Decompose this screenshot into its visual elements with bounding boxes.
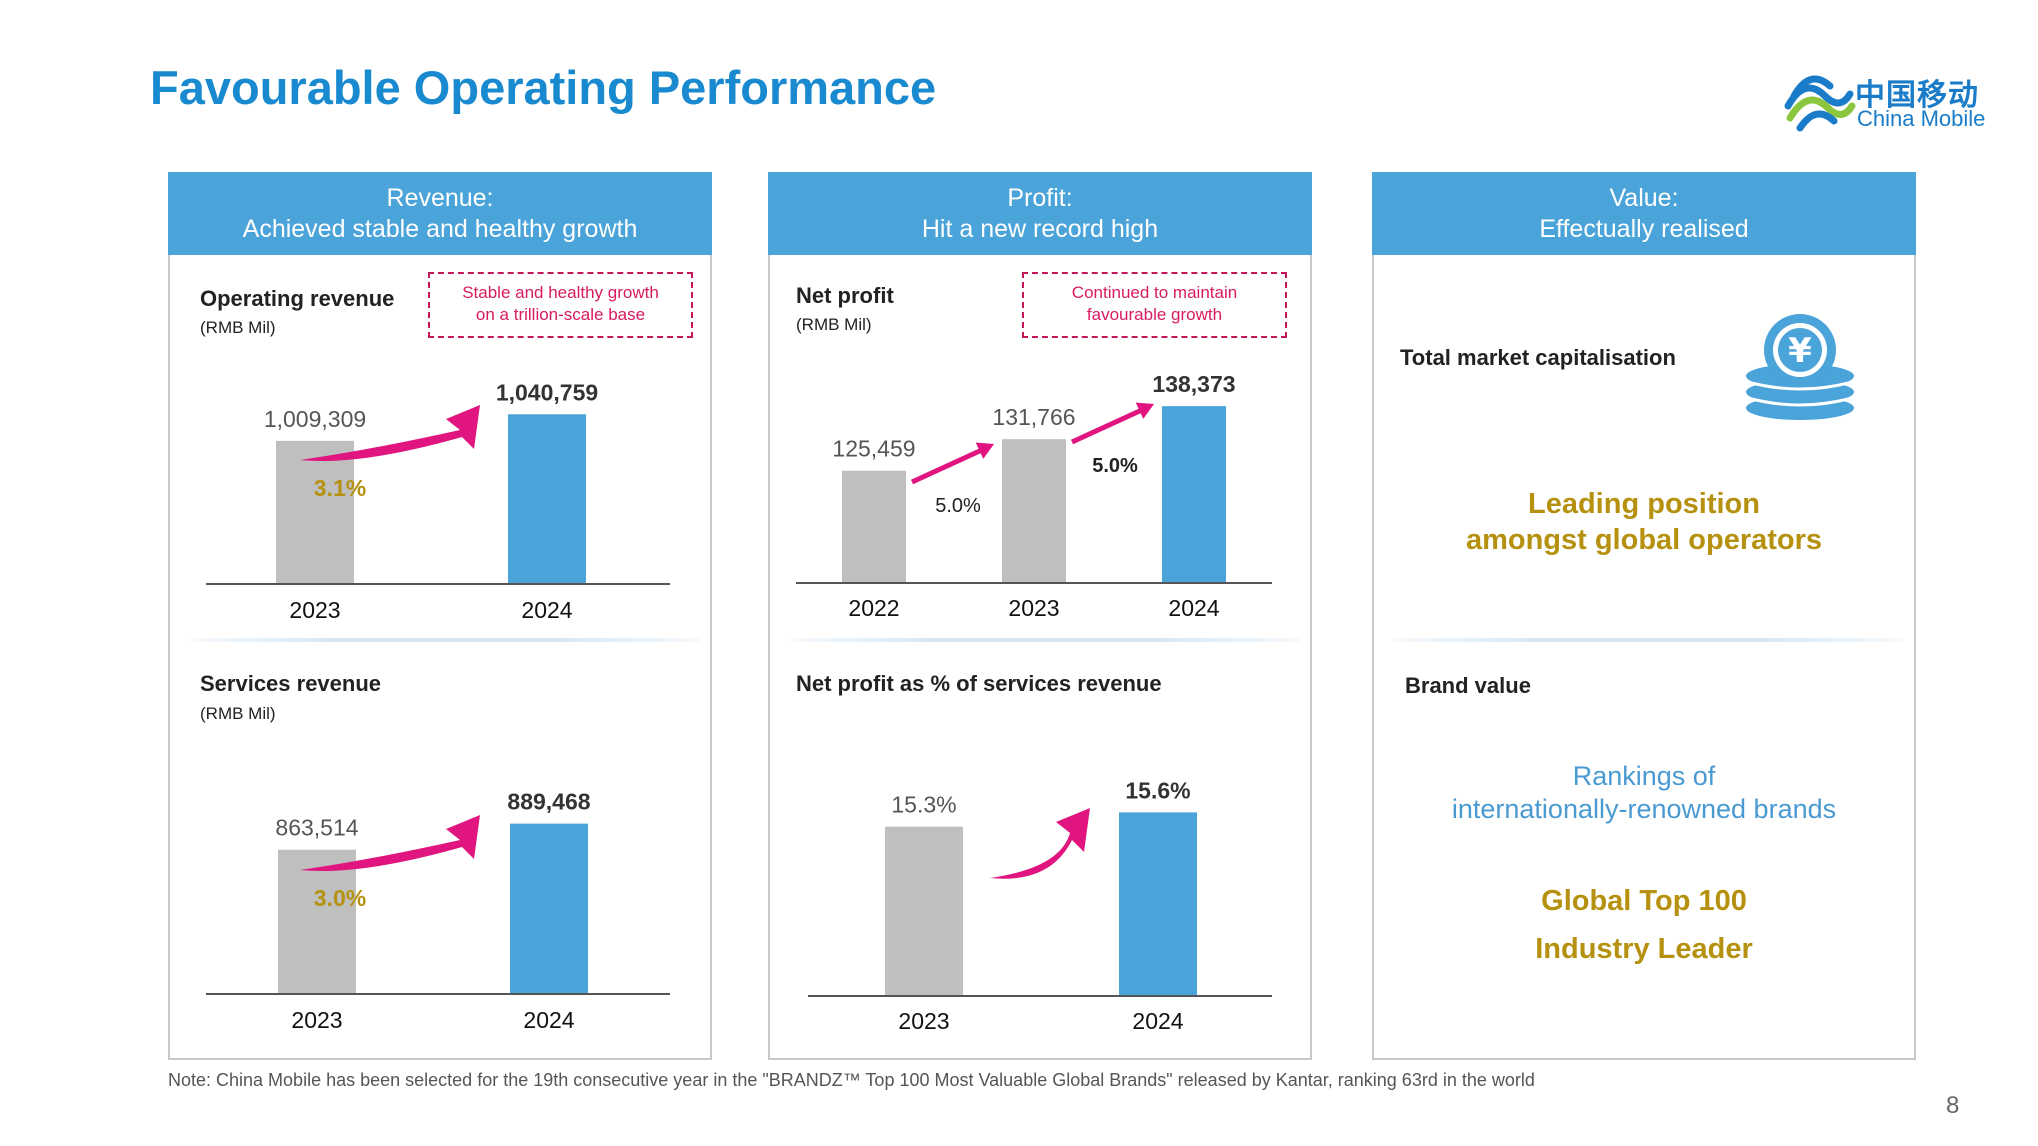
- category-label: 2023: [289, 597, 340, 623]
- value-label: 889,468: [507, 789, 590, 815]
- value-label: 1,040,759: [496, 379, 598, 405]
- value-header-line1: Value:: [1609, 184, 1679, 212]
- revenue-header-line2: Achieved stable and healthy growth: [242, 215, 638, 243]
- profit-callout-line2: favourable growth: [1086, 305, 1223, 324]
- growth-label: 5.0%: [1092, 455, 1138, 477]
- bar-2023: [276, 440, 354, 584]
- bar-2024: [508, 414, 586, 584]
- page-number: 8: [1946, 1092, 1960, 1119]
- growth-arrow-line: [910, 446, 986, 485]
- bar-2024: [1119, 812, 1197, 996]
- value-label: 15.3%: [891, 792, 956, 818]
- revenue-callout: Stable and healthy growth on a trillion-…: [428, 272, 693, 338]
- market-cap-label: Total market capitalisation: [1400, 345, 1676, 370]
- rankings-line1: Rankings of: [1572, 761, 1716, 791]
- category-label: 2024: [521, 597, 572, 623]
- category-label: 2023: [898, 1008, 949, 1034]
- revenue-panel-header: Revenue: Achieved stable and healthy gro…: [168, 172, 712, 255]
- value-panel: Value: Effectually realised: [1372, 172, 1916, 1060]
- growth-label: 3.0%: [314, 885, 366, 911]
- growth-label: 5.0%: [935, 495, 981, 517]
- category-label: 2022: [848, 595, 899, 621]
- revenue-panel: Revenue: Achieved stable and healthy gro…: [168, 172, 712, 1060]
- profit-header-line2: Hit a new record high: [921, 215, 1159, 243]
- value-label: 138,373: [1152, 371, 1235, 397]
- leading-line2: amongst global operators: [1465, 524, 1823, 556]
- category-label: 2024: [1132, 1008, 1183, 1034]
- bar-2024: [510, 823, 588, 994]
- net-profit-unit: (RMB Mil): [796, 315, 872, 334]
- logo-en-text: China Mobile: [1857, 106, 1986, 131]
- net-profit-ratio-chart: 15.3% 2023 15.6% 2024: [808, 777, 1272, 1034]
- value-panel-header: Value: Effectually realised: [1372, 172, 1916, 255]
- profit-callout-line1: Continued to maintain: [1071, 283, 1238, 302]
- operating-revenue-unit: (RMB Mil): [200, 318, 276, 337]
- bar-2023: [278, 849, 356, 994]
- category-label: 2024: [523, 1007, 574, 1033]
- services-revenue-chart: 863,514 2023 889,468 2024 3.0%: [206, 789, 670, 1033]
- value-label: 863,514: [275, 815, 358, 841]
- profit-divider: [790, 638, 1300, 642]
- growth-label: 3.1%: [314, 475, 366, 501]
- net-profit-ratio-title: Net profit as % of services revenue: [796, 671, 1162, 696]
- rankings-text: Rankings of internationally-renowned bra…: [1400, 760, 1888, 826]
- category-label: 2023: [1008, 595, 1059, 621]
- category-label: 2024: [1168, 595, 1219, 621]
- yen-coins-icon: ¥: [1746, 314, 1854, 420]
- revenue-callout-line2: on a trillion-scale base: [475, 305, 646, 324]
- revenue-callout-line1: Stable and healthy growth: [462, 283, 659, 302]
- net-profit-title: Net profit: [796, 283, 894, 308]
- china-mobile-logo-icon: [1784, 75, 1856, 132]
- value-label: 125,459: [832, 436, 915, 462]
- page-title: Favourable Operating Performance: [150, 61, 937, 114]
- rankings-line2: internationally-renowned brands: [1451, 794, 1837, 824]
- growth-arrow-head: [975, 442, 994, 459]
- growth-arrow: [990, 808, 1090, 879]
- footnote: Note: China Mobile has been selected for…: [168, 1070, 1535, 1090]
- value-label: 15.6%: [1125, 777, 1190, 803]
- bar-2023: [885, 826, 963, 996]
- value-label: 1,009,309: [264, 406, 366, 432]
- growth-arrow-head: [1135, 402, 1154, 419]
- value-header-line2: Effectually realised: [1539, 215, 1749, 243]
- revenue-divider: [190, 638, 700, 642]
- bar-2024: [1162, 406, 1226, 583]
- net-profit-chart: 125,459 2022 131,766 2023 138,373 2024 5.0% 5.0…: [796, 371, 1272, 621]
- logo-cn-text: 中国移动: [1855, 78, 1979, 113]
- profit-panel-header: Profit: Hit a new record high: [768, 172, 1312, 255]
- profit-header-line1: Profit:: [1007, 184, 1073, 212]
- value-divider: [1394, 638, 1904, 642]
- bar-2023: [1002, 439, 1066, 583]
- leading-position-text: Leading position amongst global operator…: [1400, 486, 1888, 558]
- operating-revenue-chart: 1,009,309 2023 1,040,759 2024 3.1%: [206, 379, 670, 623]
- services-revenue-title: Services revenue: [200, 671, 382, 696]
- industry-leader-text: Industry Leader: [1535, 933, 1753, 965]
- growth-arrow: [300, 815, 480, 872]
- category-label: 2023: [291, 1007, 342, 1033]
- svg-text:¥: ¥: [1788, 331, 1812, 371]
- global-top-text: Global Top 100: [1541, 885, 1747, 917]
- revenue-header-line1: Revenue:: [386, 184, 494, 212]
- profit-panel: Profit: Hit a new record high: [768, 172, 1312, 1060]
- growth-arrow: [300, 405, 480, 462]
- bar-2022: [842, 470, 906, 583]
- services-revenue-unit: (RMB Mil): [200, 704, 276, 723]
- growth-arrow-line: [1070, 406, 1146, 445]
- leading-line1: Leading position: [1528, 488, 1760, 520]
- operating-revenue-title: Operating revenue: [200, 286, 395, 311]
- profit-callout: Continued to maintain favourable growth: [1022, 272, 1287, 338]
- value-label: 131,766: [992, 404, 1075, 430]
- brand-value-label: Brand value: [1405, 673, 1531, 698]
